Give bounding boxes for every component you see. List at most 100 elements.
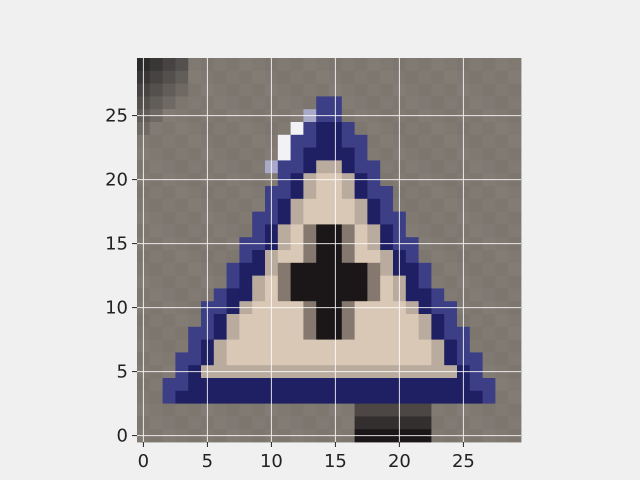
- image-pixel: [482, 122, 496, 136]
- image-pixel: [316, 262, 330, 276]
- image-pixel: [290, 390, 304, 404]
- image-pixel: [482, 134, 496, 148]
- image-pixel: [213, 96, 227, 110]
- image-pixel: [239, 83, 253, 97]
- image-pixel: [188, 96, 202, 110]
- image-pixel: [418, 186, 432, 200]
- image-pixel: [213, 83, 227, 97]
- image-pixel: [303, 122, 317, 136]
- image-pixel: [188, 378, 202, 392]
- image-pixel: [405, 160, 419, 174]
- image-pixel: [469, 250, 483, 264]
- image-pixel: [226, 211, 240, 225]
- x-tick-label: 25: [452, 451, 475, 472]
- image-pixel: [444, 147, 458, 161]
- image-pixel: [303, 314, 317, 328]
- image-pixel: [252, 275, 266, 289]
- image-pixel: [290, 70, 304, 84]
- image-pixel: [175, 96, 189, 110]
- image-pixel: [213, 275, 227, 289]
- image-pixel: [367, 403, 381, 417]
- image-pixel: [495, 198, 509, 212]
- image-pixel: [469, 326, 483, 340]
- image-pixel: [303, 70, 317, 84]
- y-tick-label: 5: [117, 362, 128, 383]
- image-pixel: [367, 186, 381, 200]
- image-pixel: [252, 314, 266, 328]
- grid-lines: [137, 58, 521, 442]
- image-pixel: [444, 378, 458, 392]
- image-pixel: [252, 339, 266, 353]
- image-pixel: [405, 147, 419, 161]
- image-pixel: [252, 224, 266, 238]
- image-pixel: [495, 378, 509, 392]
- image-pixel: [469, 352, 483, 366]
- image-pixel: [367, 314, 381, 328]
- image-pixel: [444, 314, 458, 328]
- image-pixel: [149, 288, 163, 302]
- image-pixel: [495, 416, 509, 430]
- image-pixel: [341, 378, 355, 392]
- image-pixel: [213, 314, 227, 328]
- image-pixel: [277, 160, 291, 174]
- image-pixel: [162, 250, 176, 264]
- image-pixel: [162, 96, 176, 110]
- image-pixel: [405, 186, 419, 200]
- image-pixel: [354, 186, 368, 200]
- image-pixel: [367, 160, 381, 174]
- image-pixel: [354, 352, 368, 366]
- image-pixel: [354, 250, 368, 264]
- image-pixel: [316, 122, 330, 136]
- image-pixel: [162, 70, 176, 84]
- image-pixel: [418, 288, 432, 302]
- image-pixel: [354, 134, 368, 148]
- image-pixel: [149, 198, 163, 212]
- image-pixel: [175, 352, 189, 366]
- image-pixel: [239, 58, 253, 72]
- image-pixel: [495, 122, 509, 136]
- image-pixel: [303, 160, 317, 174]
- image-pixel: [380, 314, 394, 328]
- image-pixel: [508, 403, 522, 417]
- image-pixel: [482, 224, 496, 238]
- image-pixel: [495, 326, 509, 340]
- image-pixel: [188, 339, 202, 353]
- image-pixel: [482, 314, 496, 328]
- image-pixel: [431, 416, 445, 430]
- image-pixel: [354, 326, 368, 340]
- image-pixel: [277, 211, 291, 225]
- image-pixel: [431, 390, 445, 404]
- image-pixel: [380, 352, 394, 366]
- x-tick-label: 0: [138, 451, 149, 472]
- image-pixel: [252, 378, 266, 392]
- image-pixel: [213, 378, 227, 392]
- image-pixel: [341, 58, 355, 72]
- image-pixel: [341, 224, 355, 238]
- image-pixel: [341, 326, 355, 340]
- image-pixel: [162, 339, 176, 353]
- image-pixel: [290, 288, 304, 302]
- image-pixel: [354, 147, 368, 161]
- image-pixel: [341, 352, 355, 366]
- image-pixel: [213, 390, 227, 404]
- image-pixel: [175, 70, 189, 84]
- image-pixel: [188, 416, 202, 430]
- image-pixel: [252, 326, 266, 340]
- image-pixel: [290, 58, 304, 72]
- image-pixel: [149, 186, 163, 200]
- image-pixel: [405, 326, 419, 340]
- image-pixel: [482, 198, 496, 212]
- image-pixel: [341, 314, 355, 328]
- y-tick-label: 10: [105, 298, 128, 319]
- image-pixel: [495, 83, 509, 97]
- image-pixel: [290, 275, 304, 289]
- image-pixel: [444, 58, 458, 72]
- image-pixel: [444, 416, 458, 430]
- image-pixel: [239, 211, 253, 225]
- image-pixel: [367, 339, 381, 353]
- image-pixel: [277, 224, 291, 238]
- image-pixel: [469, 211, 483, 225]
- image-pixel: [444, 275, 458, 289]
- image-pixel: [405, 134, 419, 148]
- image-pixel: [418, 198, 432, 212]
